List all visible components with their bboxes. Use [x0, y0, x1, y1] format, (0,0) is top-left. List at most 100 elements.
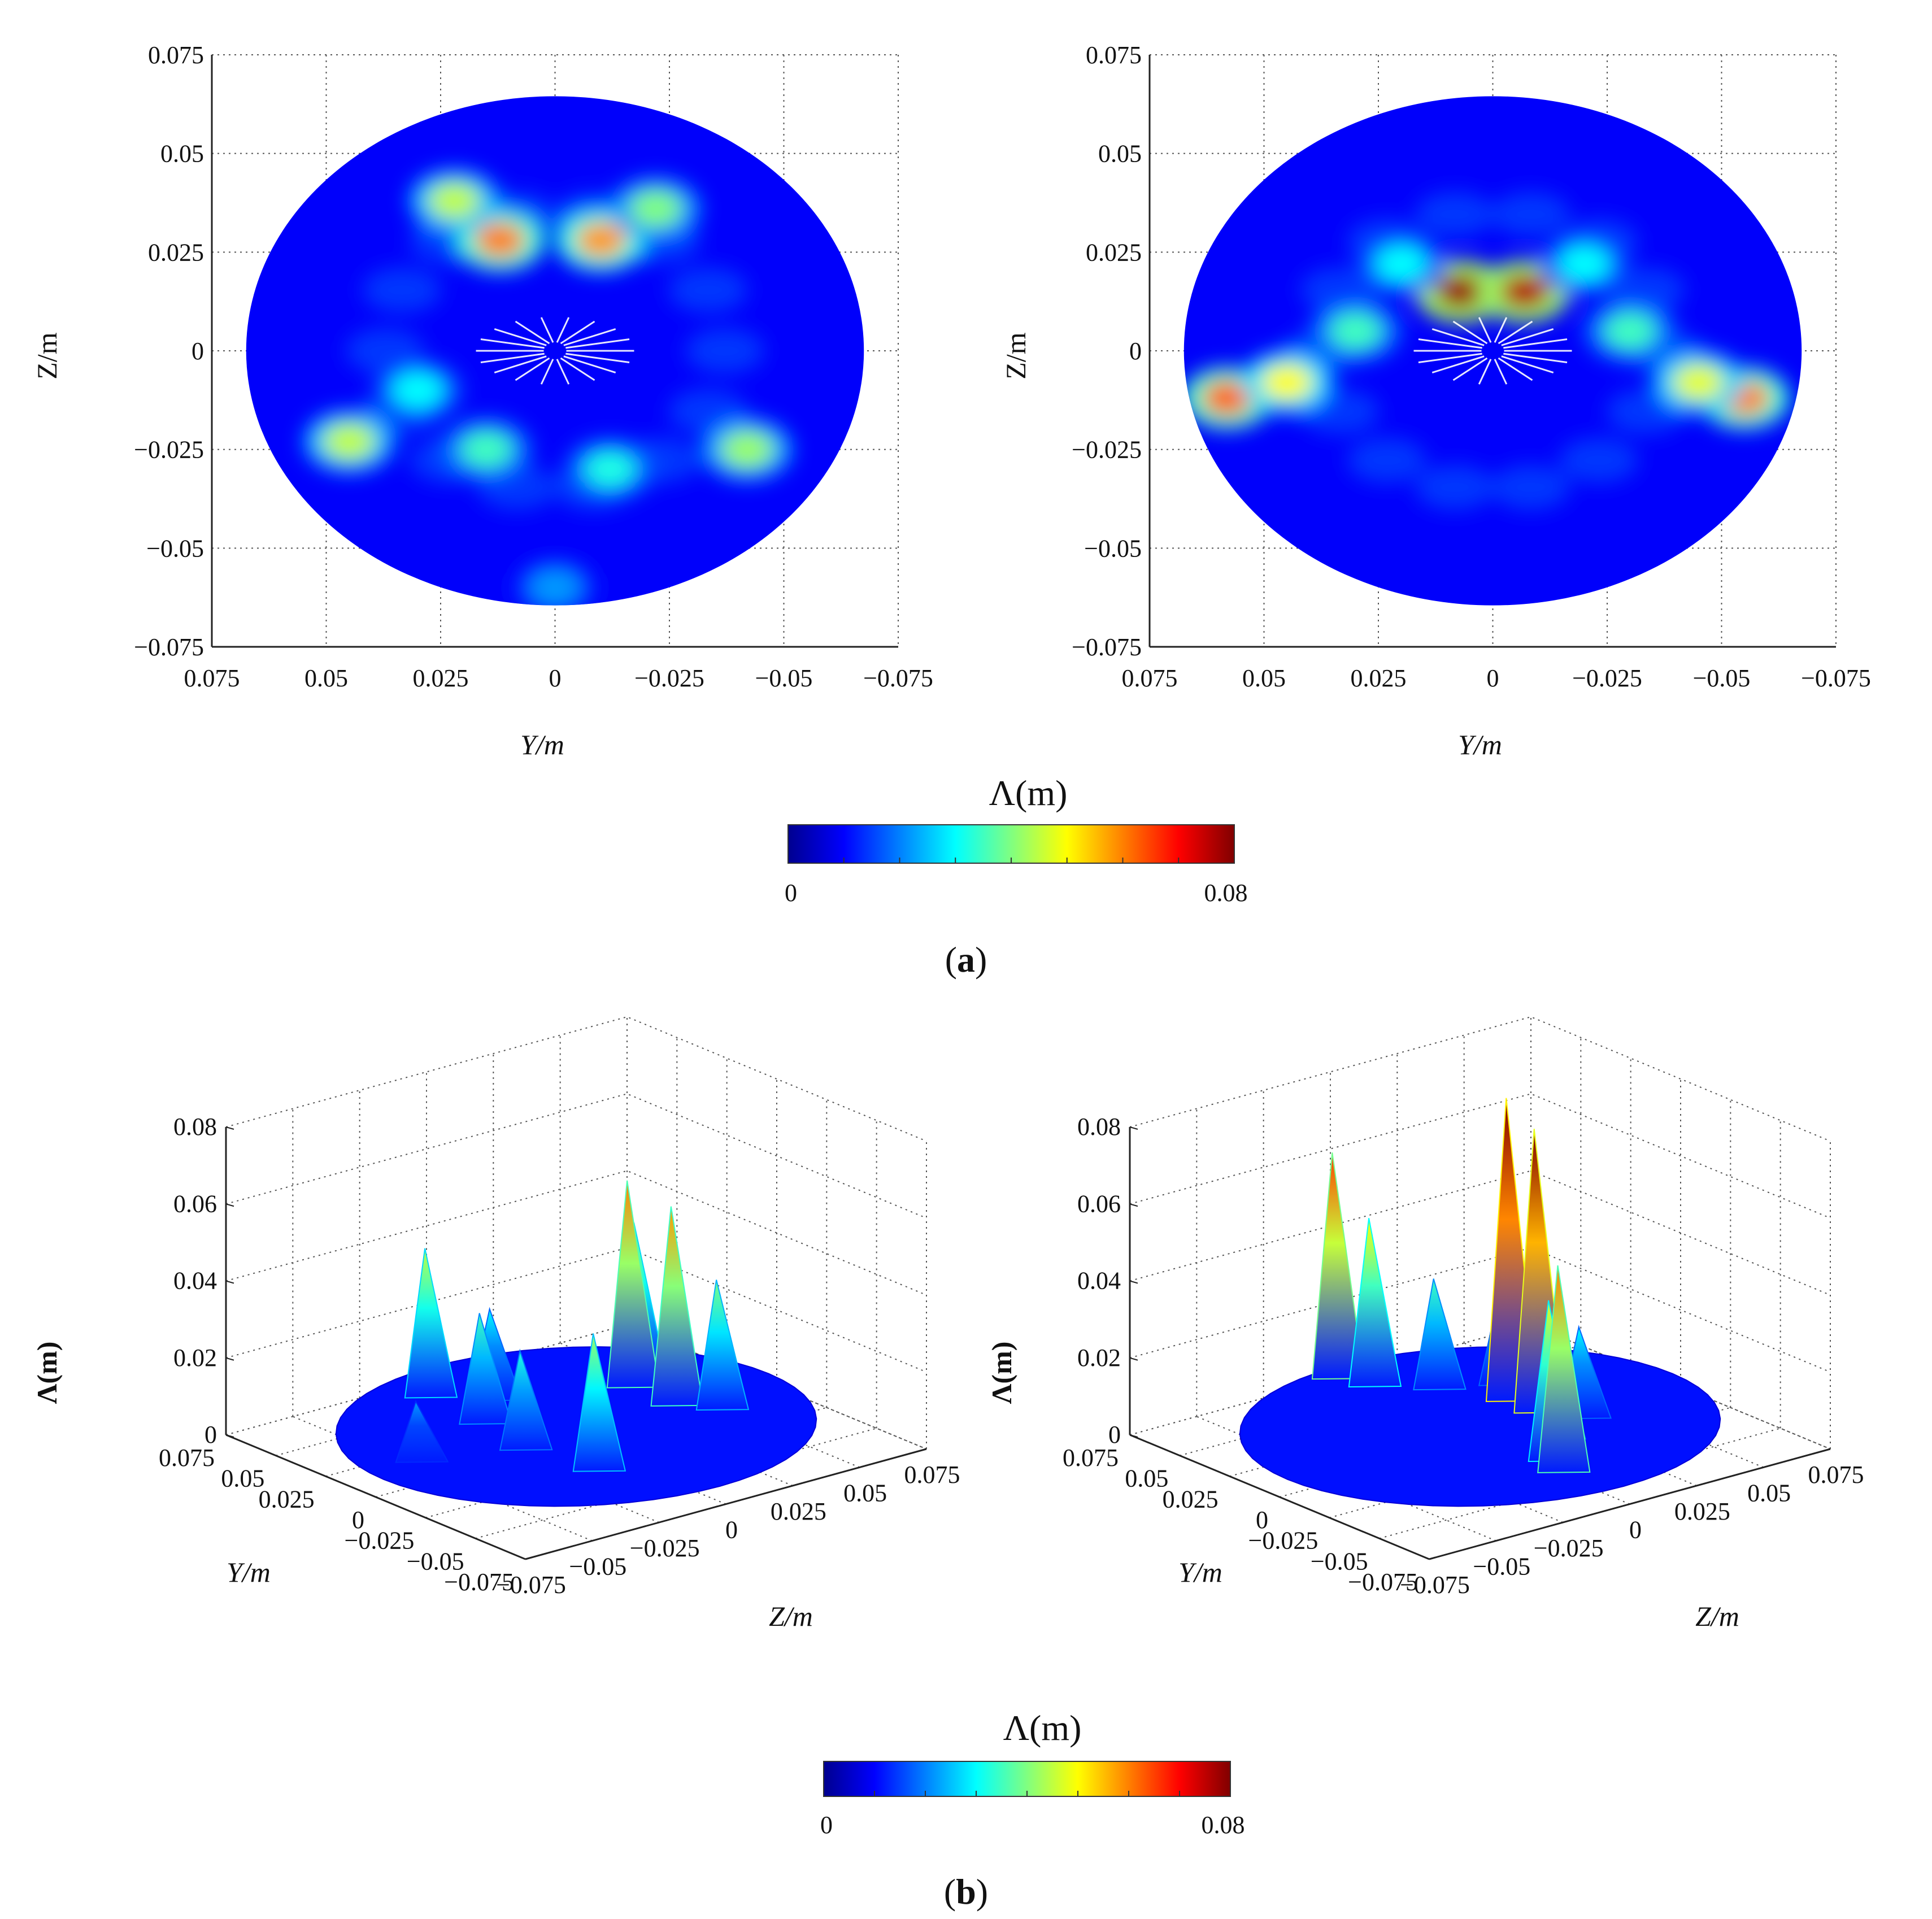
surface-right-y-axis — [1129, 1434, 1430, 1560]
heatmap-left-y-tick-label: 0.025 — [148, 238, 204, 266]
heatmap-left-y-tick-label: 0.05 — [160, 140, 204, 168]
surface-right-y-tick-label: 0 — [1256, 1506, 1268, 1534]
surface-right-floor-grid — [1129, 1324, 1531, 1435]
surface-right-z-tick-label: −0.05 — [1473, 1553, 1530, 1581]
surface-right-zlabel-z: Z/m — [1695, 1600, 1739, 1632]
heatmap-left-blob — [668, 267, 748, 313]
heatmap-right-streak — [1478, 359, 1492, 385]
heatmap-left-y-ticks: 0.075 0.05 0.025 0 −0.025 −0.05 −0.075 — [134, 41, 204, 661]
heatmap-left-streak — [540, 317, 554, 343]
heatmap-right-hotspot — [1330, 313, 1381, 350]
heatmap-right-hotspot — [1376, 246, 1427, 282]
surface-left-ylabel-y: Y/m — [227, 1556, 271, 1588]
heatmap-right-streak — [1501, 328, 1554, 346]
heatmap-left-hotspot — [721, 431, 773, 468]
surface-left-value-tick — [225, 1280, 234, 1284]
surface-left-z-tick-label: 0.05 — [843, 1479, 887, 1507]
surface-right-z-tick-label: −0.075 — [1400, 1571, 1470, 1599]
surface-left-peak — [404, 1248, 458, 1399]
heatmap-right-y-tick-label: −0.05 — [1084, 534, 1142, 562]
surface-left-value-tick-label: 0 — [204, 1421, 217, 1448]
surface-left-y-tick-label: −0.025 — [345, 1527, 415, 1555]
surface-right-value-tick-label: 0.06 — [1077, 1190, 1121, 1217]
heatmap-right-hotspot — [1499, 273, 1551, 310]
surface-right-value-tick — [1129, 1280, 1138, 1284]
surface-right-value-tick — [1129, 1126, 1138, 1130]
heatmap-left-x-tick-label: −0.075 — [863, 664, 933, 692]
surface-right-surface — [1239, 1098, 1721, 1507]
heatmap-right-disk-base — [1183, 96, 1802, 606]
colorbar-a-max-label: 0.08 — [1204, 879, 1248, 907]
heatmap-left-streak — [494, 328, 547, 346]
colorbar-b-ticks — [874, 1791, 1180, 1796]
surface-left-value-tick-label: 0.02 — [173, 1344, 217, 1372]
heatmap-left-x-tick-label: −0.025 — [634, 664, 704, 692]
heatmap-right-xlabel: Y/m — [1458, 729, 1502, 760]
surface-left-wall-grid — [225, 1093, 927, 1219]
surface-right-value-tick — [1129, 1434, 1138, 1438]
surface-left-value-tick-label: 0.04 — [173, 1267, 217, 1295]
heatmap-left-blob — [362, 267, 442, 313]
surface-left-peak — [695, 1280, 750, 1411]
surface-left-z-tick-label: 0.025 — [771, 1498, 826, 1525]
surface-left-floor-grid — [225, 1324, 628, 1435]
surface-right-y-tick-label: −0.05 — [1311, 1547, 1368, 1575]
surface-right-y-tick-label: 0.075 — [1063, 1444, 1119, 1472]
heatmap-right-blob — [1491, 464, 1570, 510]
heatmap-left-streak — [565, 338, 630, 349]
heatmap-right-streak — [1452, 320, 1488, 345]
surface-right-peak — [1348, 1218, 1402, 1387]
surface-left-z-tick-label: 0.075 — [904, 1461, 960, 1489]
heatmap-right-streak — [1431, 328, 1485, 346]
surface-left-y-tick-label: 0.075 — [159, 1444, 215, 1472]
heatmap-left-hotspot — [324, 423, 375, 460]
surface-left-floor-grid — [475, 1428, 877, 1539]
heatmap-left-streak — [494, 355, 547, 373]
heatmap-left-field — [304, 169, 793, 606]
heatmap-right-blob — [1559, 437, 1638, 483]
surface-left-value-tick — [225, 1203, 234, 1207]
heatmap-left-blob — [685, 328, 765, 373]
heatmap-right-hotspot — [1261, 364, 1312, 401]
surface-right-value-label: Λ(m) — [986, 1342, 1017, 1404]
heatmap-right-blob — [1491, 192, 1570, 237]
surface-right-value-ticks: 0 0.02 0.04 0.06 0.08 — [1077, 1113, 1138, 1448]
panel-label-a: (a) — [945, 939, 987, 980]
heatmap-right-streak — [1503, 353, 1568, 364]
heatmap-right-streak — [1431, 355, 1485, 373]
heatmap-right-hotspot — [1559, 246, 1610, 282]
heatmap-right-blob — [1347, 437, 1427, 483]
surface-left-value-tick-label: 0.08 — [173, 1113, 217, 1141]
heatmap-left-streak — [515, 320, 550, 345]
surface-right-wall-grid — [1129, 1016, 1831, 1142]
heatmap-right-y-ticks: 0.075 0.05 0.025 0 −0.025 −0.05 −0.075 — [1072, 41, 1142, 661]
heatmap-left-hotspot — [584, 451, 636, 488]
surface-right: 00.020.040.060.08 0.0750.050.0250−0.025−… — [986, 1016, 1864, 1632]
surface-left-z-tick-label: 0 — [725, 1516, 738, 1544]
heatmap-left-y-tick-label: 0.075 — [148, 41, 204, 69]
heatmap-left-streak — [563, 355, 616, 373]
heatmap-right-y-tick-label: −0.025 — [1072, 436, 1142, 464]
heatmap-left-streak — [480, 338, 545, 349]
surface-right-peak — [1413, 1278, 1467, 1391]
surface-right-z-tick-label: 0.075 — [1808, 1461, 1864, 1489]
heatmap-left-y-tick-label: −0.05 — [146, 534, 204, 562]
heatmap-left-disk — [246, 96, 864, 606]
heatmap-left-x-ticks: 0.075 0.05 0.025 0 −0.025 −0.05 −0.075 — [184, 664, 933, 692]
heatmap-left: 0.075 0.05 0.025 0 −0.025 −0.05 −0.075 0.075 0.… — [31, 41, 933, 760]
heatmap-right-y-tick-label: 0.05 — [1098, 140, 1142, 168]
surface-left-value-tick-label: 0.06 — [173, 1190, 217, 1217]
surface-right-y-tick-label: −0.025 — [1248, 1527, 1319, 1555]
surface-right-base — [1239, 1346, 1721, 1507]
surface-right-z-tick-label: 0 — [1629, 1516, 1642, 1544]
surface-left: 0 0.02 0.04 0.06 0.08 0.0750.050.0250−0.025−… — [31, 1016, 960, 1632]
heatmap-right-streak — [1498, 357, 1533, 381]
colorbar-a-title: Λ(m) — [989, 773, 1068, 813]
heatmap-left-streak — [480, 353, 545, 364]
heatmap-left-streak — [560, 320, 595, 345]
surface-left-peak — [572, 1333, 626, 1472]
surface-left-wall-grid — [225, 1170, 927, 1296]
surface-left-value-label: Λ(m) — [31, 1342, 63, 1404]
